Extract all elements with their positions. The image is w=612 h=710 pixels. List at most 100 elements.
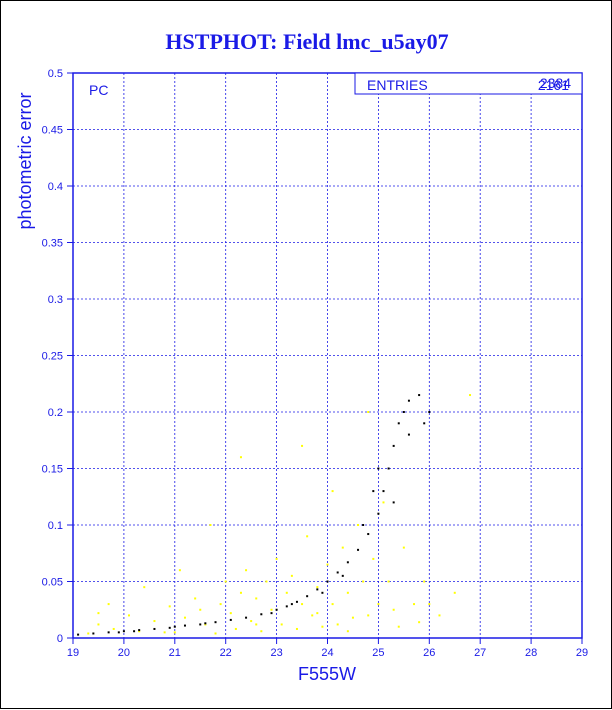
scatter-point — [377, 603, 380, 606]
scatter-point — [270, 612, 273, 615]
scatter-point — [295, 627, 298, 630]
scatter-point — [133, 630, 136, 633]
stats-box: ENTRIES 2161 2384 — [354, 72, 583, 95]
x-tick-label: 19 — [67, 647, 79, 659]
y-tick-label: 0.2 — [48, 407, 63, 419]
x-tick-label: 25 — [372, 647, 384, 659]
scatter-point — [387, 467, 390, 470]
scatter-point — [326, 580, 329, 583]
scatter-point — [214, 621, 217, 624]
scatter-point — [245, 569, 248, 572]
scatter-point — [346, 591, 349, 594]
scatter-point — [153, 627, 156, 630]
scatter-point — [168, 626, 171, 629]
scatter-point — [428, 603, 431, 606]
scatter-point — [321, 625, 324, 628]
scatter-point — [372, 490, 375, 493]
scatter-point — [112, 627, 115, 630]
scatter-point — [382, 490, 385, 493]
scatter-point — [255, 597, 258, 600]
scatter-point — [341, 546, 344, 549]
scatter-point — [357, 524, 360, 526]
x-tick-label: 27 — [474, 647, 486, 659]
scatter-point — [173, 625, 176, 628]
scatter-point — [285, 591, 288, 594]
scatter-point — [336, 571, 339, 574]
y-tick-label: 0.25 — [42, 351, 63, 363]
scatter-point — [428, 411, 431, 413]
scatter-point — [143, 586, 146, 589]
scatter-point — [153, 620, 156, 623]
scatter-point — [382, 501, 385, 504]
scatter-point — [183, 616, 186, 619]
scatter-point — [392, 501, 395, 504]
scatter-point — [407, 433, 410, 436]
scatter-point — [397, 625, 400, 628]
x-tick-label: 20 — [118, 647, 130, 659]
scatter-point — [346, 561, 349, 564]
y-tick-label: 0.05 — [42, 577, 63, 589]
scatter-point — [357, 548, 360, 551]
scatter-point — [377, 512, 380, 515]
scatter-point — [92, 632, 95, 635]
scatter-point — [362, 580, 365, 583]
scatter-point — [199, 623, 202, 626]
scatter-point — [453, 591, 456, 594]
scatter-point — [413, 603, 416, 606]
scatter-point — [290, 603, 293, 606]
scatter-point — [122, 630, 125, 633]
scatter-point — [107, 631, 110, 634]
scatter-point — [316, 586, 319, 589]
scatter-point — [245, 616, 248, 619]
y-tick-label: 0 — [57, 633, 63, 645]
scatter-point — [250, 620, 253, 623]
x-tick-label: 22 — [220, 647, 232, 659]
scatter-point — [438, 614, 441, 617]
scatter-point — [87, 632, 90, 635]
scatter-point — [260, 630, 263, 633]
scatter-point — [423, 422, 426, 425]
scatter-point — [163, 631, 166, 634]
scatter-point — [290, 574, 293, 577]
scatter-point — [229, 612, 232, 615]
scatter-point — [397, 422, 400, 425]
scatter-point — [204, 623, 207, 626]
x-tick-label: 29 — [576, 647, 588, 659]
scatter-point — [362, 524, 365, 526]
scatter-point — [280, 623, 283, 626]
scatter-point — [331, 490, 334, 493]
scatter-point — [239, 456, 242, 459]
scatter-point — [311, 614, 314, 617]
scatter-point — [275, 608, 278, 611]
scatter-point — [336, 623, 339, 626]
scatter-point — [178, 569, 181, 572]
scatter-point — [219, 603, 222, 606]
scatter-point — [351, 616, 354, 619]
scatter-point — [255, 623, 258, 626]
scatter-point — [402, 411, 405, 413]
scatter-point — [285, 605, 288, 608]
scatter-point — [173, 631, 176, 634]
x-tick-label: 21 — [169, 647, 181, 659]
y-tick-label: 0.4 — [48, 181, 63, 193]
y-axis-label: photometric error — [15, 92, 35, 229]
scatter-point — [407, 399, 410, 402]
stats-box-value-secondary: 2384 — [540, 75, 571, 91]
scatter-point — [346, 630, 349, 633]
scatter-point — [387, 580, 390, 583]
scatter-point — [199, 608, 202, 611]
scatter-point — [214, 632, 217, 635]
scatter-point — [138, 630, 141, 633]
scatter-point — [367, 411, 370, 413]
grid-lines — [72, 72, 583, 639]
scatter-point — [326, 563, 329, 566]
scatter-point — [392, 444, 395, 447]
scatter-point — [316, 612, 319, 615]
chart-title: HSTPHOT: Field lmc_u5ay07 — [165, 29, 448, 54]
x-axis-label: F555W — [298, 664, 356, 684]
scatter-point — [341, 574, 344, 577]
scatter-point — [377, 467, 380, 470]
y-tick-label: 0.45 — [42, 125, 63, 137]
scatter-point — [469, 394, 472, 397]
y-tick-labels: 0 0.05 0.1 0.15 0.2 0.25 0.3 0.35 0.4 0.45 0.5 — [42, 68, 73, 645]
